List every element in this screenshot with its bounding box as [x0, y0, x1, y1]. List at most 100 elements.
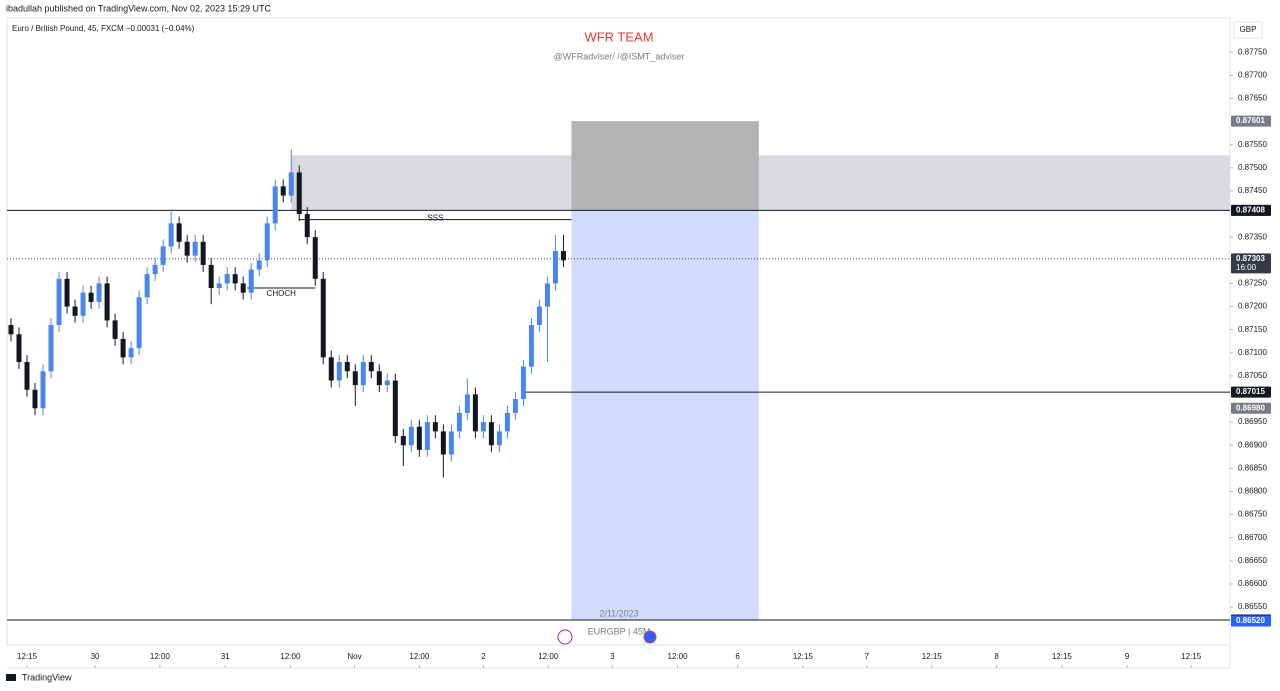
candle-body: [296, 172, 302, 215]
y-tick-label: 0.87050: [1238, 371, 1267, 380]
y-tick-label: 0.87250: [1238, 279, 1267, 288]
price-tag: [1231, 615, 1271, 627]
candle-body: [320, 278, 326, 358]
candle-body: [376, 371, 382, 386]
y-tick-label: 0.86950: [1238, 417, 1267, 426]
candle-body: [384, 380, 390, 386]
candle-body: [552, 251, 558, 284]
candle-body: [24, 362, 30, 390]
candle-body: [256, 260, 262, 270]
zone: [291, 155, 1230, 211]
price-tag-label: 0.87015: [1236, 387, 1265, 396]
candle-body: [152, 264, 158, 275]
price-tag-label: 0.87303: [1236, 254, 1265, 263]
candle-body: [344, 362, 350, 372]
price-tag: [1231, 386, 1271, 398]
candle-body: [528, 325, 534, 367]
x-tick-label: 2: [481, 652, 486, 661]
y-tick-label: 0.87200: [1238, 302, 1267, 311]
zone: [571, 210, 759, 621]
watermark: EURGBP | 45M: [588, 626, 651, 636]
x-tick-label: 31: [221, 652, 230, 661]
y-tick-label: 0.86750: [1238, 510, 1267, 519]
y-tick-label: 0.87650: [1238, 94, 1267, 103]
candle-body: [120, 338, 126, 358]
x-tick-label: 12:15: [1181, 652, 1202, 661]
candle-body: [440, 431, 446, 455]
candle-body: [504, 412, 510, 432]
candle-body: [176, 223, 182, 242]
candle-body: [368, 362, 374, 372]
candle-body: [424, 422, 430, 450]
x-tick-label: 3: [610, 652, 615, 661]
price-tag: [1231, 253, 1271, 274]
candle-body: [480, 422, 486, 432]
level-label: SSS: [427, 214, 443, 223]
price-tag-label: 0.87601: [1236, 116, 1265, 125]
candle-body: [264, 223, 270, 261]
candle-body: [560, 251, 566, 261]
candle-body: [144, 274, 150, 298]
x-tick-label: 12:00: [409, 652, 430, 661]
y-tick-label: 0.86600: [1238, 579, 1267, 588]
chart-title: WFR TEAM: [584, 29, 653, 44]
candle-body: [224, 274, 230, 284]
candle-body: [408, 426, 414, 446]
candle-body: [280, 186, 286, 196]
x-tick-label: 8: [994, 652, 999, 661]
candle-body: [8, 325, 14, 335]
y-tick-label: 0.86700: [1238, 533, 1267, 542]
candle-body: [112, 320, 118, 339]
y-tick-label: 0.86800: [1238, 487, 1267, 496]
candle-body: [328, 357, 334, 381]
event-icon[interactable]: [643, 630, 657, 644]
symbol: Euro / British Pound, 45, FXCM −0.00031 …: [12, 24, 195, 33]
candle-body: [512, 399, 518, 413]
candle-body: [216, 283, 222, 289]
chart-subtitle: @WFRadviser/ /@ISMT_adviser: [554, 51, 685, 61]
x-tick-label: Nov: [347, 652, 361, 661]
x-tick-label: 12:15: [1052, 652, 1073, 661]
candle-body: [288, 172, 294, 196]
candle-body: [336, 362, 342, 381]
candle-body: [312, 237, 318, 279]
price-tag-label: 0.86980: [1236, 403, 1265, 412]
y-tick-label: 0.87100: [1238, 348, 1267, 357]
candle-body: [184, 241, 190, 256]
candle-body: [64, 278, 70, 307]
candle-body: [16, 334, 22, 363]
candle-body: [432, 422, 438, 432]
currency-box[interactable]: [1233, 21, 1263, 39]
y-tick-label: 0.87750: [1238, 47, 1267, 56]
x-tick-label: 6: [735, 652, 740, 661]
y-tick-label: 0.87500: [1238, 163, 1267, 172]
candle-body: [232, 274, 238, 284]
y-tick-label: 0.86550: [1238, 602, 1267, 611]
currency: GBP: [1240, 25, 1257, 34]
candle-body: [400, 436, 406, 446]
candle-body: [48, 325, 54, 372]
x-tick-label: 12:15: [793, 652, 814, 661]
candle-body: [192, 241, 198, 256]
candle-body: [240, 283, 246, 293]
candle-body: [488, 422, 494, 446]
y-tick-label: 0.87550: [1238, 140, 1267, 149]
candle-body: [32, 389, 38, 409]
price-tag: [1231, 204, 1271, 216]
date-label: 2/11/2023: [599, 608, 638, 618]
y-tick-label: 0.86900: [1238, 440, 1267, 449]
candle-body: [304, 214, 310, 238]
event-icon[interactable]: [557, 629, 573, 645]
candle-body: [160, 246, 166, 265]
candle-body: [96, 283, 102, 302]
candle-body: [248, 269, 254, 293]
x-tick-label: 30: [91, 652, 100, 661]
x-tick-label: 12:00: [668, 652, 689, 661]
price-tag-label: 0.86520: [1236, 616, 1265, 625]
price-tag-label: 0.87408: [1236, 205, 1265, 214]
candle-body: [104, 283, 110, 321]
candle-body: [360, 362, 366, 386]
y-tick-label: 0.87350: [1238, 232, 1267, 241]
x-tick-label: 12:00: [538, 652, 559, 661]
